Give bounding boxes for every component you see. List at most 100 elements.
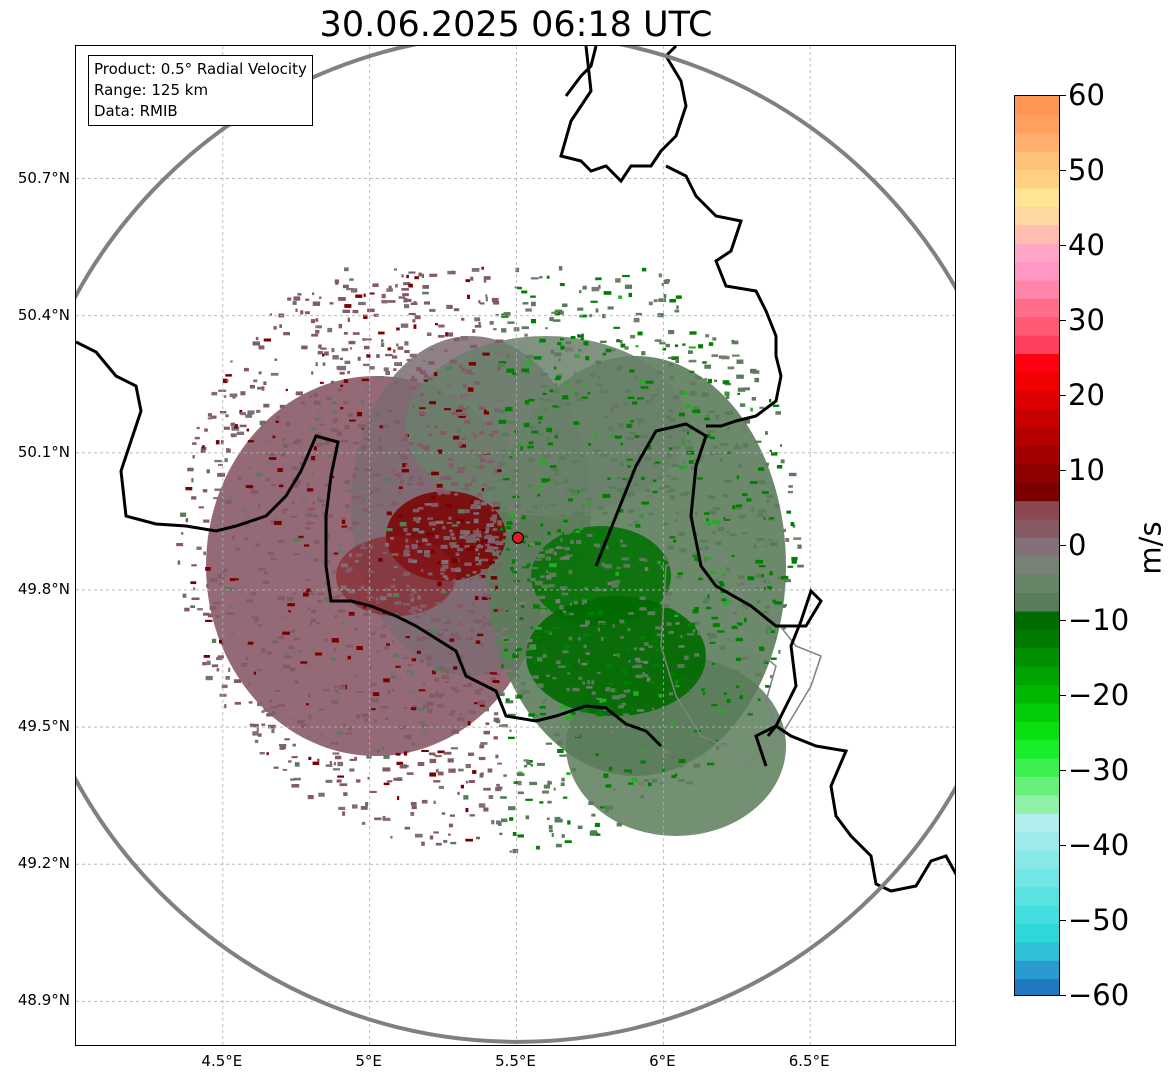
- colorbar-segment: [1015, 537, 1059, 557]
- colorbar-segment: [1015, 500, 1059, 520]
- colorbar-segment: [1015, 794, 1059, 814]
- info-box: Product: 0.5° Radial Velocity Range: 125…: [88, 55, 313, 126]
- colorbar-unit-label: m/s: [1133, 521, 1168, 575]
- lon-tick-label: 5.5°E: [495, 1052, 536, 1070]
- colorbar-segment: [1015, 666, 1059, 686]
- colorbar-segment: [1015, 941, 1059, 961]
- colorbar-segment: [1015, 335, 1059, 355]
- colorbar-tick-label: −20: [1068, 678, 1130, 712]
- colorbar-tick-mark: [1060, 545, 1066, 546]
- chart-title: 30.06.2025 06:18 UTC: [319, 5, 713, 45]
- colorbar-tick-mark: [1060, 995, 1066, 996]
- colorbar-segment: [1015, 960, 1059, 980]
- colorbar-segment: [1015, 463, 1059, 483]
- colorbar-segment: [1015, 445, 1059, 465]
- lon-tick-label: 6°E: [649, 1052, 676, 1070]
- colorbar-tick-label: 10: [1068, 453, 1105, 487]
- colorbar-segment: [1015, 886, 1059, 906]
- colorbar-segment: [1015, 813, 1059, 833]
- radar-range-ring: [76, 46, 955, 1044]
- colorbar-tick-mark: [1060, 395, 1066, 396]
- colorbar-segment: [1015, 371, 1059, 391]
- colorbar-segment: [1015, 298, 1059, 318]
- lat-tick-label: 49.2°N: [17, 854, 70, 873]
- colorbar-tick-label: 20: [1068, 378, 1105, 412]
- country-borders: [76, 46, 955, 893]
- colorbar-tick-mark: [1060, 245, 1066, 246]
- lon-tick-label: 6.5°E: [788, 1052, 830, 1070]
- colorbar-segment: [1015, 905, 1059, 925]
- lon-tick-label: 4.5°E: [201, 1052, 243, 1070]
- info-product: Product: 0.5° Radial Velocity: [94, 60, 307, 78]
- colorbar-tick-mark: [1060, 470, 1066, 471]
- lat-tick-label: 50.7°N: [17, 168, 70, 187]
- colorbar-segment: [1015, 592, 1059, 612]
- colorbar-segment: [1015, 555, 1059, 575]
- colorbar-tick-mark: [1060, 845, 1066, 846]
- colorbar-segment: [1015, 96, 1059, 115]
- colorbar-segment: [1015, 868, 1059, 888]
- velocity-echo-layer: [176, 266, 804, 854]
- lat-tick-label: 48.9°N: [17, 991, 70, 1010]
- colorbar-segment: [1015, 187, 1059, 207]
- radar-map-canvas: [76, 46, 955, 1045]
- colorbar-segment: [1015, 482, 1059, 502]
- info-range: Range: 125 km: [94, 81, 209, 99]
- luxembourg-subregion-borders: [660, 550, 822, 768]
- colorbar-segment: [1015, 408, 1059, 428]
- colorbar-segment: [1015, 647, 1059, 667]
- colorbar-segment: [1015, 629, 1059, 649]
- colorbar-segment: [1015, 776, 1059, 796]
- colorbar-tick-label: −30: [1068, 753, 1130, 787]
- colorbar-tick-label: 40: [1068, 228, 1105, 262]
- colorbar-segment: [1015, 739, 1059, 759]
- colorbar-segment: [1015, 132, 1059, 152]
- colorbar-tick-label: −60: [1068, 978, 1130, 1012]
- colorbar-segment: [1015, 610, 1059, 630]
- colorbar-segment: [1015, 243, 1059, 263]
- colorbar-tick-label: −40: [1068, 828, 1130, 862]
- colorbar-segment: [1015, 206, 1059, 226]
- colorbar-segment: [1015, 224, 1059, 244]
- colorbar-segment: [1015, 390, 1059, 410]
- colorbar-segment: [1015, 702, 1059, 722]
- colorbar-segment: [1015, 426, 1059, 446]
- colorbar-segment: [1015, 279, 1059, 299]
- colorbar-segment: [1015, 151, 1059, 171]
- colorbar-segment: [1015, 757, 1059, 777]
- colorbar-segment: [1015, 114, 1059, 134]
- colorbar-tick-mark: [1060, 170, 1066, 171]
- lon-tick-label: 5°E: [355, 1052, 382, 1070]
- colorbar-segment: [1015, 316, 1059, 336]
- colorbar-tick-label: −10: [1068, 603, 1130, 637]
- colorbar-segment: [1015, 261, 1059, 281]
- lat-tick-label: 50.4°N: [17, 305, 70, 324]
- colorbar-segment: [1015, 518, 1059, 538]
- colorbar-segment: [1015, 684, 1059, 704]
- colorbar-tick-mark: [1060, 770, 1066, 771]
- colorbar-tick-mark: [1060, 620, 1066, 621]
- germany-france-border: [766, 723, 955, 893]
- colorbar-tick-label: −50: [1068, 903, 1130, 937]
- lat-tick-label: 49.8°N: [17, 579, 70, 598]
- colorbar-tick-label: 0: [1068, 528, 1087, 562]
- luxembourg-inner-border: [660, 550, 782, 768]
- lat-tick-label: 50.1°N: [17, 442, 70, 461]
- colorbar-segment: [1015, 169, 1059, 189]
- colorbar-tick-mark: [1060, 920, 1066, 921]
- belgium-france-border: [76, 340, 663, 748]
- colorbar-tick-mark: [1060, 695, 1066, 696]
- colorbar-tick-label: 50: [1068, 153, 1105, 187]
- colorbar: [1014, 95, 1060, 996]
- radar-map[interactable]: [75, 45, 956, 1046]
- colorbar-segment: [1015, 923, 1059, 943]
- belgium-germany-border: [559, 46, 783, 428]
- info-data-source: Data: RMIB: [94, 102, 178, 120]
- radar-site-marker: [511, 531, 525, 544]
- colorbar-segment: [1015, 849, 1059, 869]
- colorbar-tick-mark: [1060, 320, 1066, 321]
- luxembourg-border: [594, 422, 823, 767]
- colorbar-gradient: [1015, 96, 1059, 995]
- colorbar-segment: [1015, 353, 1059, 373]
- colorbar-segment: [1015, 978, 1059, 995]
